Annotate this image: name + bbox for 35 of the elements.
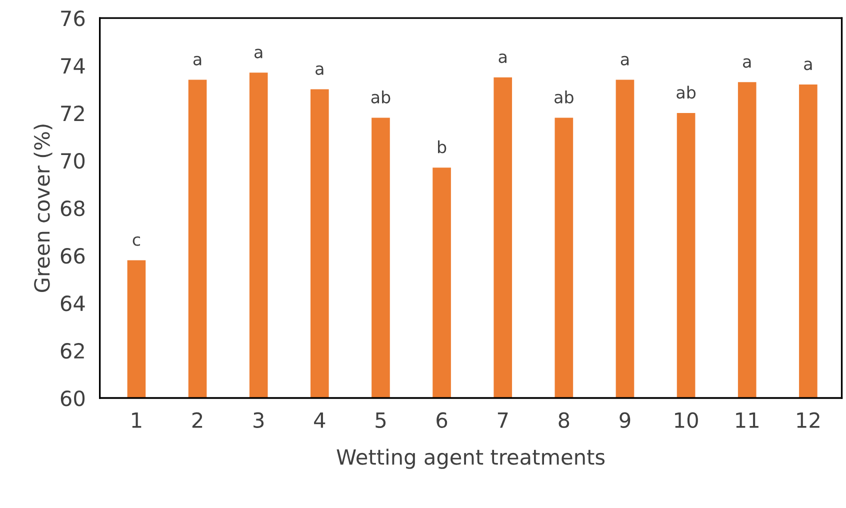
x-tick-label: 12	[797, 412, 820, 428]
x-tick-label: 4	[314, 412, 326, 428]
data-label: ab	[371, 90, 390, 104]
x-tick-label: 1	[132, 412, 142, 428]
y-tick-label: 64	[60, 295, 85, 312]
y-tick-label: 74	[61, 58, 85, 74]
x-tick-label: 10	[675, 412, 698, 428]
data-label: a	[804, 60, 812, 70]
x-axis-title: Wetting agent treatments	[336, 448, 605, 469]
y-tick-label: 76	[61, 10, 85, 26]
y-tick-label: 68	[60, 200, 85, 216]
data-label: ab	[676, 86, 696, 99]
y-tick-label: 72	[61, 105, 84, 121]
x-tick-label: 6	[436, 412, 448, 428]
data-label: a	[193, 56, 202, 66]
y-tick-label: 60	[60, 390, 85, 406]
x-tick-label: 11	[736, 412, 758, 428]
data-label: ab	[554, 90, 574, 104]
x-tick-label: 7	[498, 412, 508, 428]
y-axis-title: Green cover (%)	[34, 124, 52, 292]
y-tick-label: 70	[61, 152, 85, 169]
data-label: a	[254, 48, 262, 58]
x-tick-label: 8	[558, 412, 570, 428]
x-tick-label: 3	[254, 412, 264, 428]
y-tick-label: 62	[60, 342, 84, 359]
data-label: b	[438, 140, 446, 154]
data-label: a	[620, 56, 629, 66]
x-tick-label: 5	[376, 412, 386, 428]
data-label: c	[132, 236, 140, 246]
data-label: a	[316, 65, 324, 75]
data-label: a	[498, 53, 506, 64]
data-label: a	[743, 58, 751, 68]
x-tick-label: 9	[620, 412, 630, 428]
x-tick-label: 2	[192, 412, 202, 428]
y-tick-label: 66	[60, 248, 85, 264]
